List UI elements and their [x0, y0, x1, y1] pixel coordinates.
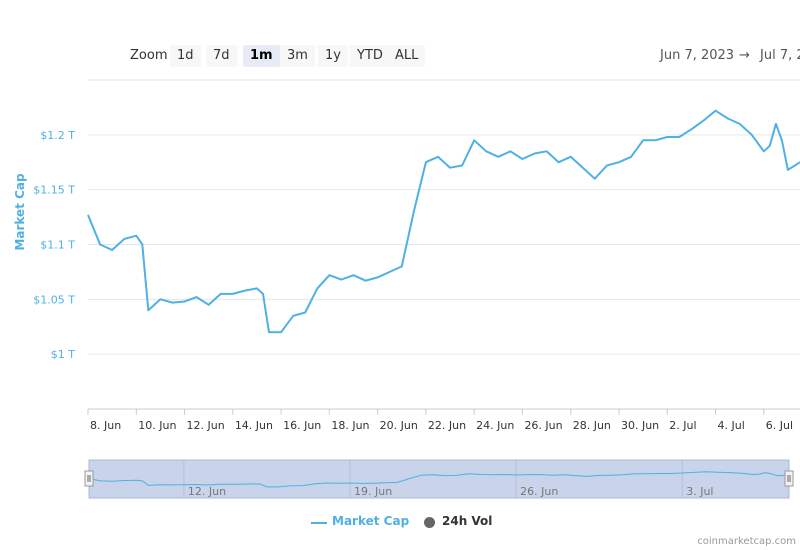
x-tick-label: 22. Jun: [428, 419, 466, 432]
legend-line-icon: [311, 522, 327, 524]
x-tick-label: 20. Jun: [380, 419, 418, 432]
credit-link[interactable]: coinmarketcap.com: [697, 536, 796, 547]
range-to-date[interactable]: Jul 7, 2023: [760, 48, 800, 63]
zoom-label: Zoom: [130, 48, 168, 63]
x-tick-label: 14. Jun: [235, 419, 273, 432]
navigator-labels: 12. Jun 19. Jun 26. Jun 3. Jul: [188, 485, 714, 498]
range-from-date[interactable]: Jun 7, 2023: [660, 48, 735, 63]
x-tick-label: 8. Jun: [90, 419, 121, 432]
legend: Market Cap 24h Vol: [0, 514, 800, 532]
navigator-selection[interactable]: [88, 459, 790, 499]
x-tick-label: 12. Jun: [187, 419, 225, 432]
x-tick-label: 24. Jun: [476, 419, 514, 432]
x-tick-label: 4. Jul: [718, 419, 745, 432]
x-tick-label: 6. Jul: [766, 419, 793, 432]
y-tick-label: $1 T: [51, 348, 75, 361]
y-axis-title: Market Cap: [13, 173, 27, 251]
zoom-button-ytd[interactable]: YTD: [350, 45, 390, 67]
y-tick-label: $1.1 T: [40, 239, 75, 252]
y-tick-label: $1.15 T: [33, 184, 75, 197]
x-tick-label: 30. Jun: [621, 419, 659, 432]
navigator-handle-left[interactable]: [84, 470, 94, 487]
zoom-button-1y[interactable]: 1y: [318, 45, 348, 67]
x-tick-label: 26. Jun: [524, 419, 562, 432]
x-axis: 8. Jun 10. Jun 12. Jun 14. Jun 16. Jun 18. Ju…: [87, 409, 793, 432]
navigator-series-line: [88, 471, 790, 488]
series-line-market-cap: [87, 109, 800, 334]
x-tick-label: 18. Jun: [331, 419, 369, 432]
y-tick-label: $1.05 T: [33, 293, 75, 306]
navigator-label: 26. Jun: [520, 485, 558, 498]
x-tick-label: 2. Jul: [669, 419, 696, 432]
x-tick-label: 28. Jun: [573, 419, 611, 432]
navigator-grid: [183, 460, 683, 498]
x-tick-label: 10. Jun: [138, 419, 176, 432]
range-arrow: →: [739, 48, 750, 63]
zoom-button-1d[interactable]: 1d: [170, 45, 201, 67]
navigator-label: 3. Jul: [686, 485, 713, 498]
navigator[interactable]: 12. Jun 19. Jun 26. Jun 3. Jul: [84, 459, 794, 499]
legend-label-market-cap: Market Cap: [332, 514, 410, 528]
y-tick-label: $1.2 T: [40, 129, 75, 142]
navigator-handle-right[interactable]: [784, 470, 794, 487]
y-axis: $1 T $1.05 T $1.1 T $1.15 T $1.2 T: [33, 129, 75, 361]
x-tick-label: 16. Jun: [283, 419, 321, 432]
legend-dot-icon: [424, 517, 435, 528]
navigator-label: 19. Jun: [354, 485, 392, 498]
legend-label-24h-vol: 24h Vol: [442, 514, 493, 528]
zoom-button-all[interactable]: ALL: [388, 45, 426, 67]
zoom-button-1m[interactable]: 1m: [243, 45, 280, 67]
zoom-button-3m[interactable]: 3m: [280, 45, 315, 67]
zoom-button-7d[interactable]: 7d: [206, 45, 237, 67]
navigator-label: 12. Jun: [188, 485, 226, 498]
